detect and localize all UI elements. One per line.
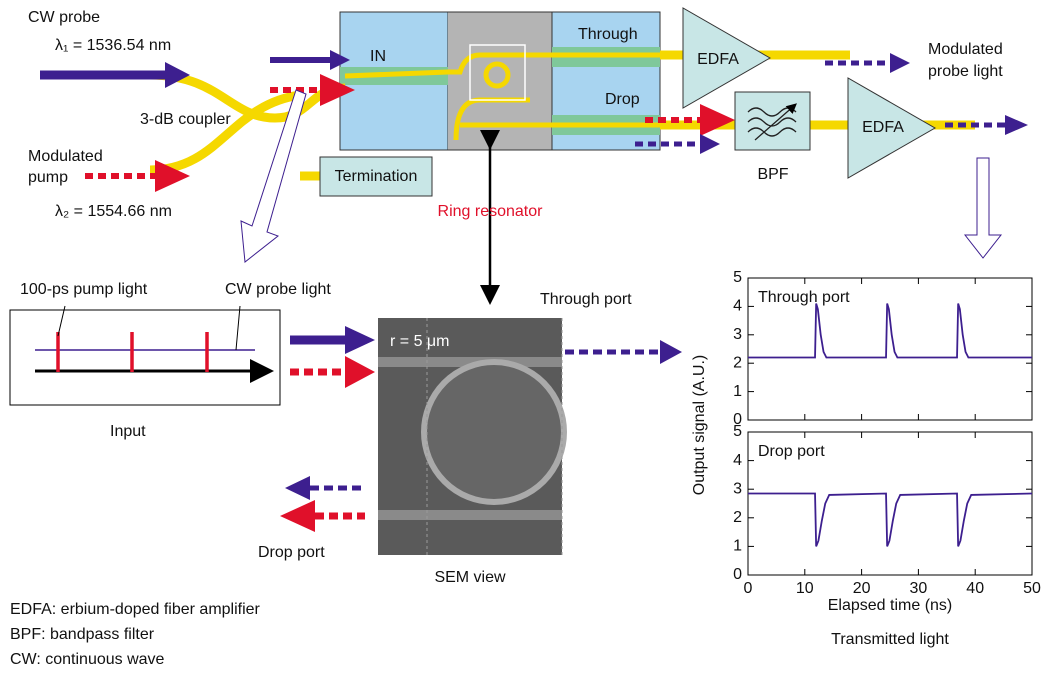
legend: EDFA: erbium-doped fiber amplifier [10,601,261,618]
y-tick-label: 3 [733,480,742,497]
label: EDFA [862,119,904,136]
label: SEM view [434,569,506,586]
label: probe light [928,63,1003,80]
label: IN [370,48,386,65]
label: Modulated [928,41,1003,58]
label: pump [28,169,68,186]
legend: CW: continuous wave [10,651,165,668]
caption: Transmitted light [831,631,949,648]
label: Termination [335,168,418,185]
label: λ₁ = 1536.54 nm [55,37,171,54]
y-tick-label: 2 [733,509,742,526]
label: Input [110,423,146,440]
y-axis-label: Output signal (A.U.) [691,355,708,496]
plot-annotation: Through port [758,289,850,306]
x-axis-label: Elapsed time (ns) [828,597,953,614]
sem-image [378,318,564,555]
label: CW probe [28,9,100,26]
x-tick-label: 10 [796,580,814,597]
label: CW probe light [225,281,331,298]
label: λ₂ = 1554.66 nm [55,203,172,220]
y-tick-label: 2 [733,354,742,371]
x-tick-label: 50 [1023,580,1041,597]
label: r = 5 μm [390,333,449,350]
label: 100-ps pump light [20,281,148,298]
y-tick-label: 1 [733,538,742,555]
y-tick-label: 0 [733,566,742,583]
label: 3-dB coupler [140,111,231,128]
x-tick-label: 40 [966,580,984,597]
label: Drop [605,91,640,108]
x-tick-label: 30 [910,580,928,597]
figure: CW probe λ₁ = 1536.54 nm 3-dB coupler Mo… [0,0,1048,675]
label: Modulated [28,148,103,165]
label: EDFA [697,51,739,68]
label: Through port [540,291,632,308]
y-tick-label: 5 [733,269,742,286]
y-tick-label: 4 [733,452,742,469]
y-tick-label: 4 [733,298,742,315]
x-tick-label: 20 [853,580,871,597]
legend: BPF: bandpass filter [10,626,155,643]
y-tick-label: 1 [733,383,742,400]
y-tick-label: 5 [733,423,742,440]
label: Through [578,26,638,43]
label: Ring resonator [438,203,544,220]
label: BPF [757,166,788,183]
y-tick-label: 3 [733,326,742,343]
label: Drop port [258,544,325,561]
x-tick-label: 0 [744,580,753,597]
plot-annotation: Drop port [758,443,825,460]
